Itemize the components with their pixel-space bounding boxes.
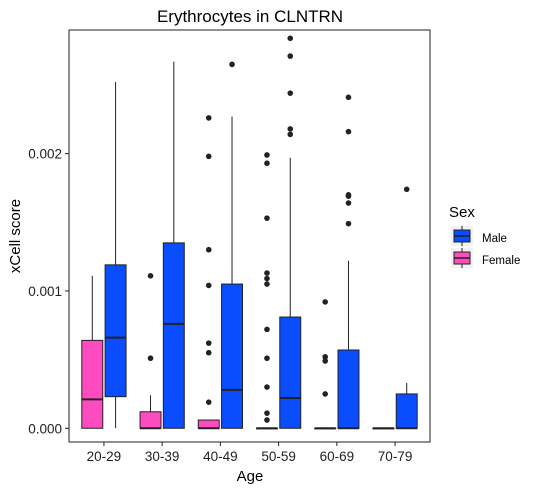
box-body	[395, 393, 418, 429]
x-tick-label: 50-59	[261, 449, 296, 464]
box-male-40-49	[221, 61, 244, 429]
box-male-70-79	[395, 186, 418, 430]
outlier-point	[345, 220, 352, 227]
box-body	[81, 339, 104, 429]
x-tick-label: 30-39	[145, 449, 180, 464]
outlier-point	[264, 384, 270, 390]
x-axis-label: Age	[237, 468, 264, 485]
legend-title: Sex	[449, 204, 475, 221]
y-tick-label: 0.000	[28, 421, 62, 436]
legend-label-female: Female	[482, 255, 520, 267]
outlier-point	[287, 131, 294, 138]
legend-key-male	[451, 226, 473, 246]
box-male-60-69	[337, 94, 360, 430]
outlier-point	[287, 53, 294, 59]
x-tick-label: 60-69	[320, 449, 355, 464]
outlier-point	[264, 410, 270, 416]
box-female-40-49	[197, 115, 220, 430]
outlier-point	[287, 126, 294, 132]
outlier-point	[345, 94, 352, 101]
box-body	[104, 264, 127, 398]
box-female-30-39	[139, 273, 162, 430]
y-axis-label: xCell score	[7, 199, 24, 273]
outlier-point	[205, 340, 212, 346]
outlier-point	[345, 128, 352, 135]
box-female-20-29	[81, 275, 104, 429]
outlier-point	[322, 354, 328, 360]
legend-label-male: Male	[482, 233, 507, 245]
outlier-point	[345, 192, 352, 198]
legend: Sex Male Female	[449, 204, 520, 268]
outlier-point	[287, 35, 294, 42]
outlier-point	[264, 281, 270, 287]
x-tick-label: 70-79	[378, 449, 413, 464]
outlier-point	[229, 61, 235, 68]
box-body	[197, 419, 220, 429]
box-body	[139, 411, 162, 429]
outlier-point	[205, 153, 212, 160]
box-male-20-29	[104, 82, 127, 429]
box-female-50-59	[255, 152, 278, 430]
outlier-point	[264, 215, 270, 221]
chart-title: Erythrocytes in CLNTRN	[157, 7, 343, 26]
box-body	[337, 349, 360, 429]
outlier-point	[322, 299, 328, 305]
outlier-point	[264, 152, 270, 158]
panel-background	[68, 29, 431, 443]
outlier-point	[264, 160, 270, 167]
outlier-point	[322, 358, 328, 364]
outlier-point	[205, 282, 212, 289]
outlier-point	[403, 186, 410, 193]
box-male-30-39	[162, 61, 185, 429]
legend-key-female	[451, 248, 473, 268]
outlier-point	[264, 326, 270, 333]
outlier-point	[205, 115, 212, 121]
y-tick-label: 0.001	[28, 284, 62, 299]
outlier-point	[147, 355, 154, 362]
outlier-point	[264, 270, 270, 276]
outlier-point	[345, 200, 352, 206]
x-tick-label: 20-29	[87, 449, 122, 464]
outlier-point	[322, 391, 328, 397]
box-female-60-69	[314, 299, 337, 430]
outlier-point	[287, 90, 294, 96]
outlier-point	[205, 246, 212, 253]
outlier-point	[147, 273, 154, 279]
x-tick-label: 40-49	[203, 449, 238, 464]
plot-marks	[81, 35, 418, 430]
outlier-point	[205, 349, 212, 356]
outlier-point	[205, 399, 212, 405]
box-male-50-59	[279, 35, 302, 429]
box-body	[221, 283, 244, 429]
outlier-point	[264, 355, 270, 362]
axes: 0.000 0.001 0.002 20-29 30-39 40-49 50-59 60-69…	[28, 147, 412, 464]
box-body	[279, 316, 302, 429]
box-female-70-79	[372, 427, 395, 430]
outlier-point	[264, 275, 270, 282]
outlier-point	[264, 417, 270, 423]
y-tick-label: 0.002	[28, 147, 62, 162]
box-body	[162, 242, 185, 429]
